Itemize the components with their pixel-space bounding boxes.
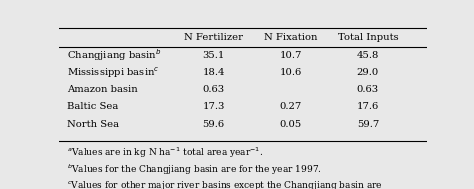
Text: N Fixation: N Fixation	[264, 33, 318, 43]
Text: 0.63: 0.63	[202, 85, 225, 94]
Text: Total Inputs: Total Inputs	[337, 33, 398, 43]
Text: $^a$Values are in kg N ha$^{-1}$ total area year$^{-1}$.: $^a$Values are in kg N ha$^{-1}$ total a…	[66, 146, 263, 160]
Text: 0.27: 0.27	[280, 102, 302, 112]
Text: 17.6: 17.6	[357, 102, 379, 112]
Text: 35.1: 35.1	[202, 51, 225, 60]
Text: Amazon basin: Amazon basin	[66, 85, 137, 94]
Text: 29.0: 29.0	[357, 68, 379, 77]
Text: 59.6: 59.6	[202, 120, 225, 129]
Text: Changjiang basin$^b$: Changjiang basin$^b$	[66, 47, 161, 63]
Text: 59.7: 59.7	[357, 120, 379, 129]
Text: 18.4: 18.4	[202, 68, 225, 77]
Text: $^c$Values for other major river basins except the Changjiang basin are: $^c$Values for other major river basins …	[66, 179, 383, 189]
Text: 10.7: 10.7	[280, 51, 302, 60]
Text: 45.8: 45.8	[356, 51, 379, 60]
Text: North Sea: North Sea	[66, 120, 118, 129]
Text: 17.3: 17.3	[202, 102, 225, 112]
Text: 0.63: 0.63	[357, 85, 379, 94]
Text: N Fertilizer: N Fertilizer	[184, 33, 243, 43]
Text: $^b$Values for the Changjiang basin are for the year 1997.: $^b$Values for the Changjiang basin are …	[66, 162, 321, 177]
Text: Baltic Sea: Baltic Sea	[66, 102, 118, 112]
Text: 10.6: 10.6	[280, 68, 302, 77]
Text: Mississippi basin$^c$: Mississippi basin$^c$	[66, 65, 159, 80]
Text: 0.05: 0.05	[280, 120, 302, 129]
